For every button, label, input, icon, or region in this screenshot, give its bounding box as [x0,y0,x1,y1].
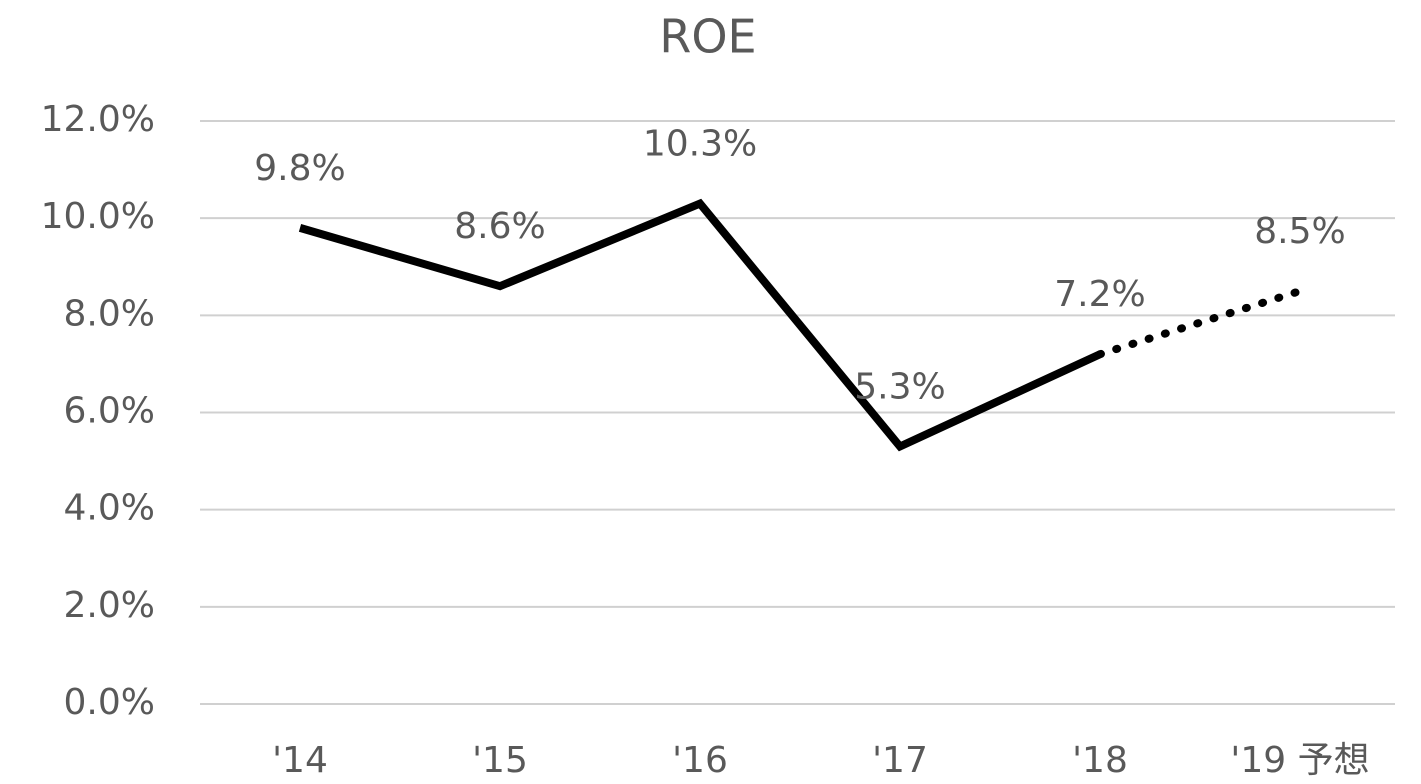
x-tick-label: '15 [472,740,528,781]
data-label: 9.8% [254,148,345,189]
data-label: 7.2% [1054,274,1145,315]
y-tick-label: 10.0% [41,196,155,237]
x-tick-label: '14 [272,740,328,781]
x-tick-label: '16 [672,740,728,781]
data-label: 8.6% [454,206,545,247]
y-tick-label: 2.0% [64,585,155,626]
data-label: 5.3% [854,367,945,408]
data-label: 10.3% [643,124,757,165]
y-tick-label: 8.0% [64,293,155,334]
x-tick-label: '18 [1072,740,1128,781]
line [298,198,1102,452]
y-tick-label: 0.0% [64,682,155,723]
y-tick-label: 12.0% [41,99,155,140]
x-tick-label: '17 [872,740,928,781]
y-tick-label: 6.0% [64,391,155,432]
chart-title: ROE [659,10,756,64]
line [1096,287,1304,359]
data-label: 8.5% [1254,211,1345,252]
y-tick-label: 4.0% [64,488,155,529]
x-tick-label: '19 予想 [1230,740,1369,781]
